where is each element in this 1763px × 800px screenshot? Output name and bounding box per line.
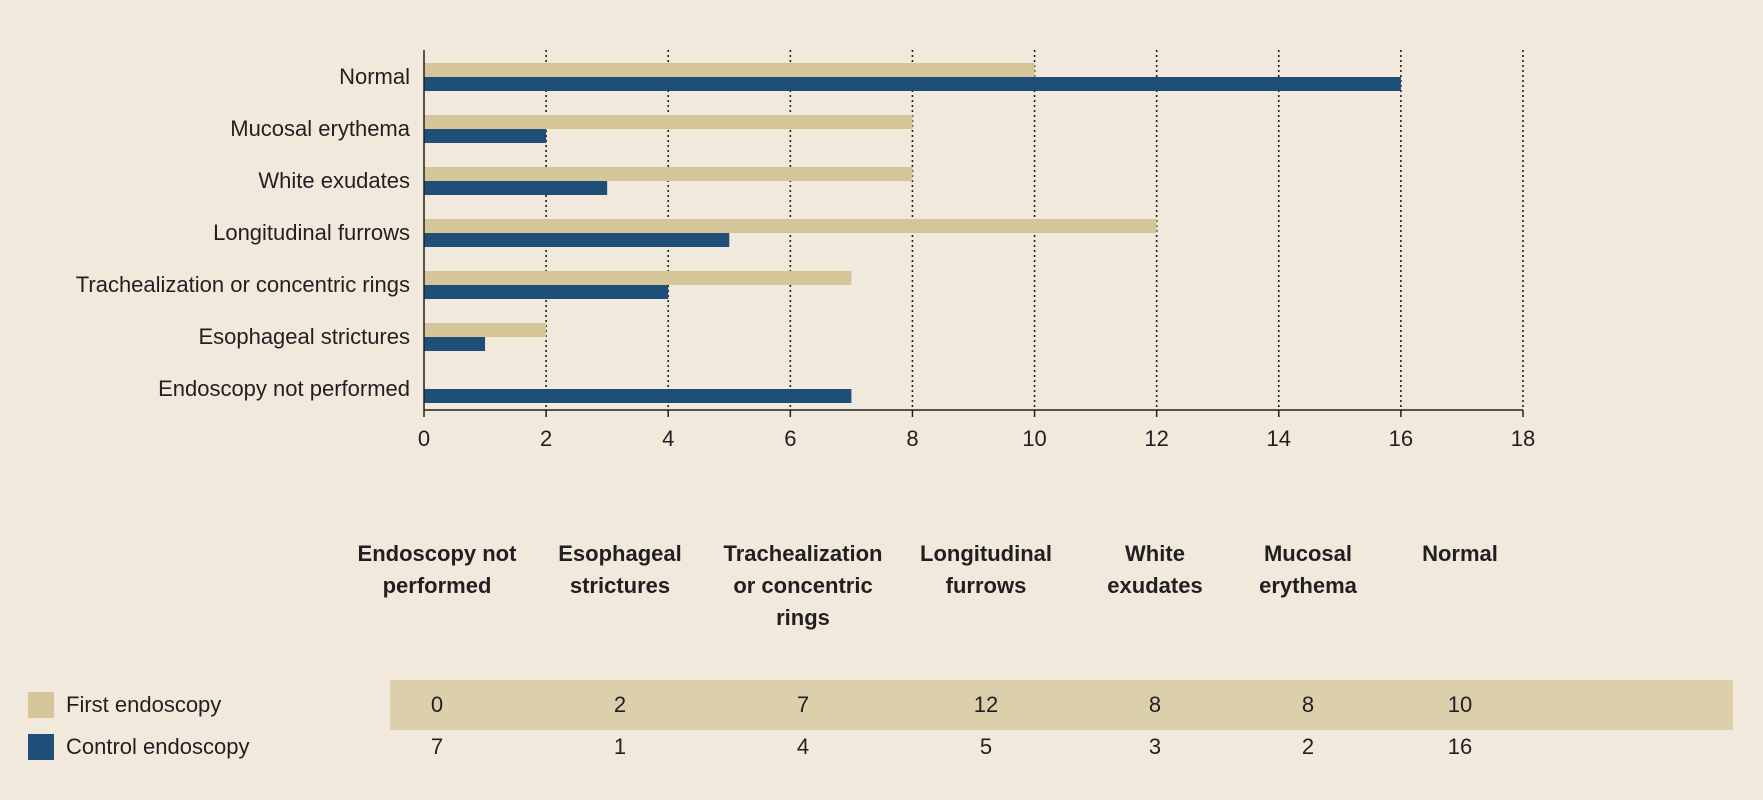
column-header-line: erythema [1259,573,1357,598]
bar-control-endoscopy [424,77,1401,91]
table-cell: 7 [430,734,444,759]
data-table: Endoscopy not performed Esophageal strictur… [0,541,1763,800]
column-header-line: Normal [1422,541,1498,566]
bar-control-endoscopy [424,389,852,403]
x-tick-label: 10 [1022,426,1046,451]
category-label: White exudates [258,168,410,193]
category-label: Esophageal strictures [198,324,410,349]
legend-label: First endoscopy [66,692,222,717]
table-cell: 8 [1301,692,1315,717]
axis-layer [423,50,1524,417]
bar-first-endoscopy [424,167,913,181]
column-header-line: furrows [945,573,1027,598]
bar-chart: 0 2 4 6 8 10 12 14 16 18 Normal Mucosal erythema Whi… [76,50,1535,451]
bar-first-endoscopy [424,219,1157,233]
column-header-line: strictures [569,573,671,598]
x-tick-label: 4 [662,426,674,451]
category-label: Longitudinal furrows [213,220,410,245]
legend-label: Control endoscopy [66,734,250,759]
column-header: Esophageal strictures [515,538,725,602]
category-label: Trachealization or concentric rings [76,272,410,297]
x-tick-label: 14 [1267,426,1291,451]
labels-layer: 0 2 4 6 8 10 12 14 16 18 Normal Mucosal erythema Whi… [76,64,1535,451]
bar-control-endoscopy [424,129,547,143]
x-tick-label: 2 [540,426,552,451]
column-header-line: rings [776,605,830,630]
column-header-line: Esophageal [558,541,682,566]
column-header: Mucosal erythema [1203,538,1413,602]
table-cell: 0 [430,692,444,717]
column-header-line: performed [382,573,492,598]
table-cell: 3 [1148,734,1162,759]
x-tick-label: 12 [1144,426,1168,451]
table-cell: 2 [613,692,627,717]
table-cell: 2 [1301,734,1315,759]
table-cell: 5 [979,734,993,759]
column-header: Endoscopy not performed [332,538,542,602]
x-tick-label: 16 [1389,426,1413,451]
table-cell: 10 [1447,692,1473,717]
bar-first-endoscopy [424,115,913,129]
category-label: Normal [339,64,410,89]
table-cell: 4 [796,734,810,759]
column-header-line: Mucosal [1263,541,1353,566]
table-cell: 12 [973,692,999,717]
column-header: White exudates [1050,538,1260,602]
column-header-line: or concentric [733,573,873,598]
legend-swatch [28,692,54,718]
bar-first-endoscopy [424,63,1035,77]
bar-first-endoscopy [424,271,852,285]
table-cell: 1 [613,734,627,759]
table-cell: 7 [796,692,810,717]
table-cell: 16 [1447,734,1473,759]
x-tick-label: 6 [784,426,796,451]
category-label: Endoscopy not performed [158,376,410,401]
first-endoscopy-row-band [390,680,1733,730]
column-header-line: White [1125,541,1185,566]
x-tick-label: 18 [1511,426,1535,451]
bar-control-endoscopy [424,285,669,299]
x-tick-label: 8 [906,426,918,451]
legend-control-endoscopy: Control endoscopy [28,730,249,764]
column-header-line: Endoscopy not [357,541,517,566]
bar-control-endoscopy [424,181,608,195]
table-cell: 8 [1148,692,1162,717]
legend-swatch [28,734,54,760]
column-header-line: Longitudinal [920,541,1052,566]
column-header-line: exudates [1107,573,1203,598]
bar-control-endoscopy [424,233,730,247]
bars-layer [424,63,1401,403]
x-tick-label: 0 [418,426,430,451]
column-header: Normal [1355,538,1565,570]
category-label: Mucosal erythema [230,116,411,141]
legend-first-endoscopy: First endoscopy [28,688,221,722]
bar-control-endoscopy [424,337,486,351]
bar-first-endoscopy [424,323,547,337]
column-header: Longitudinal furrows [881,538,1091,602]
column-header-line: Trachealization [723,541,883,566]
column-header: Trachealization or concentric rings [698,538,908,634]
